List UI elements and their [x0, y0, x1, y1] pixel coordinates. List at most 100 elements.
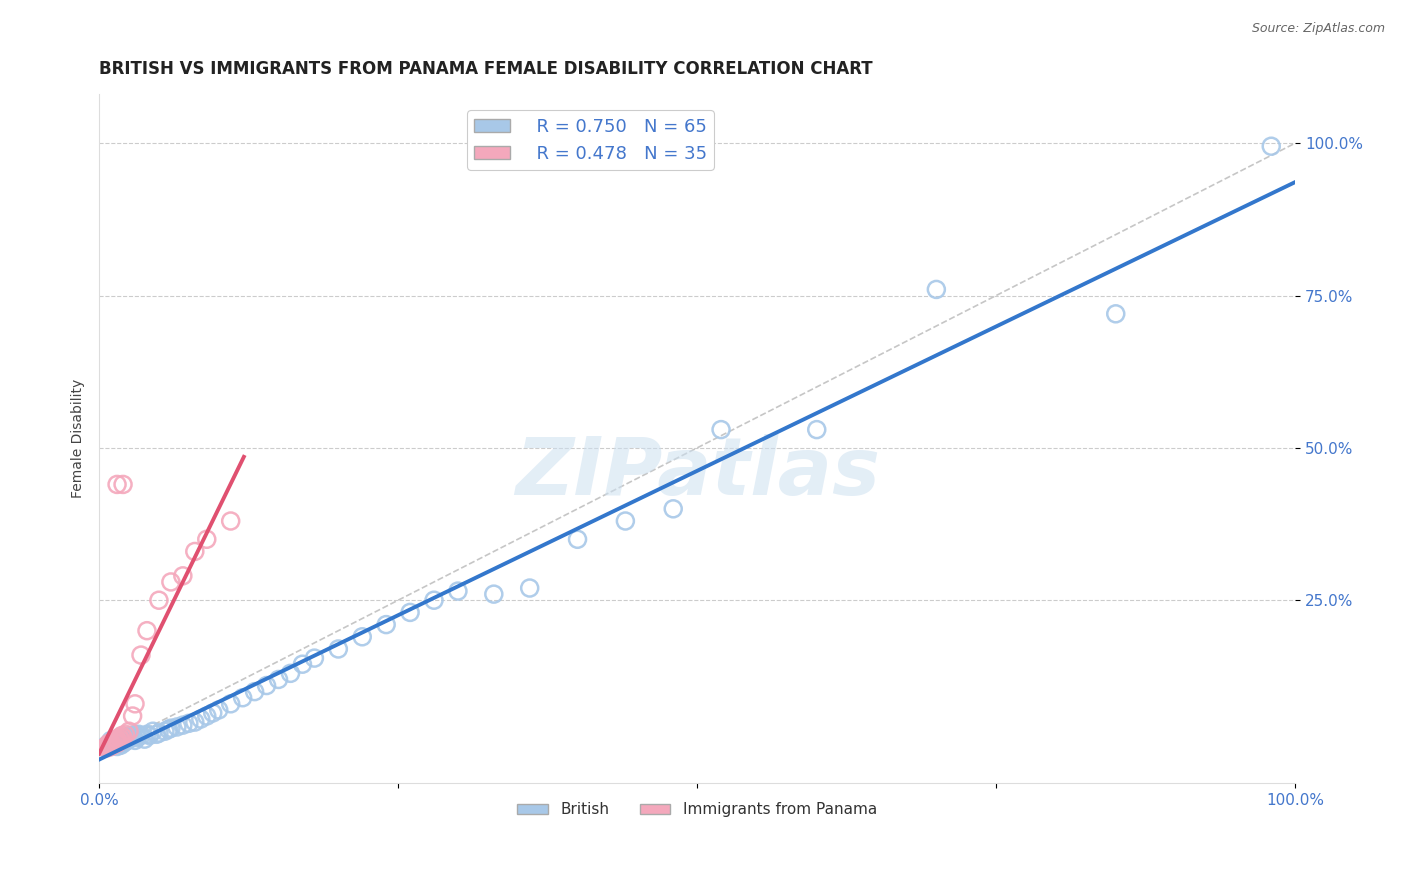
Point	[105, 733, 128, 747]
Point	[1260, 139, 1282, 153]
Point	[96, 740, 118, 755]
Point	[94, 739, 117, 754]
Point	[177, 716, 200, 731]
Point	[614, 514, 637, 528]
Point	[100, 739, 122, 754]
Point	[114, 734, 136, 748]
Point	[114, 727, 136, 741]
Point	[107, 733, 129, 747]
Point	[184, 715, 207, 730]
Point	[134, 732, 156, 747]
Point	[166, 720, 188, 734]
Point	[110, 738, 132, 752]
Point	[208, 703, 231, 717]
Point	[142, 724, 165, 739]
Point	[108, 731, 131, 745]
Point	[103, 736, 125, 750]
Point	[160, 574, 183, 589]
Point	[195, 533, 218, 547]
Point	[112, 736, 135, 750]
Y-axis label: Female Disability: Female Disability	[72, 379, 86, 499]
Point	[172, 718, 194, 732]
Point	[100, 739, 122, 754]
Point	[104, 734, 127, 748]
Point	[1105, 307, 1128, 321]
Point	[352, 630, 374, 644]
Point	[256, 679, 278, 693]
Point	[148, 593, 170, 607]
Point	[97, 736, 120, 750]
Point	[110, 732, 132, 747]
Point	[98, 739, 121, 754]
Point	[112, 732, 135, 747]
Point	[121, 709, 143, 723]
Point	[104, 733, 127, 747]
Point	[219, 514, 242, 528]
Point	[103, 736, 125, 750]
Point	[153, 724, 176, 739]
Point	[201, 706, 224, 720]
Point	[97, 739, 120, 754]
Point	[105, 739, 128, 754]
Point	[280, 666, 302, 681]
Point	[104, 734, 127, 748]
Point	[138, 729, 160, 743]
Point	[120, 729, 142, 743]
Point	[243, 684, 266, 698]
Point	[184, 544, 207, 558]
Point	[115, 733, 138, 747]
Point	[112, 477, 135, 491]
Point	[105, 732, 128, 747]
Text: Source: ZipAtlas.com: Source: ZipAtlas.com	[1251, 22, 1385, 36]
Point	[129, 648, 152, 662]
Point	[111, 729, 134, 743]
Point	[710, 423, 733, 437]
Point	[100, 733, 122, 747]
Point	[98, 738, 121, 752]
Point	[97, 736, 120, 750]
Point	[304, 651, 326, 665]
Point	[118, 724, 141, 739]
Point	[96, 739, 118, 754]
Text: ZIPatlas: ZIPatlas	[515, 434, 880, 512]
Point	[136, 727, 159, 741]
Point	[129, 729, 152, 743]
Point	[117, 731, 139, 745]
Point	[127, 731, 149, 745]
Point	[157, 723, 180, 737]
Point	[662, 501, 685, 516]
Point	[567, 533, 589, 547]
Point	[121, 731, 143, 745]
Point	[124, 727, 146, 741]
Point	[100, 736, 122, 750]
Point	[195, 709, 218, 723]
Point	[148, 726, 170, 740]
Point	[399, 606, 422, 620]
Point	[145, 727, 167, 741]
Point	[128, 727, 150, 741]
Point	[160, 721, 183, 735]
Point	[94, 740, 117, 755]
Point	[190, 712, 212, 726]
Point	[925, 282, 948, 296]
Point	[423, 593, 446, 607]
Point	[118, 732, 141, 747]
Point	[136, 624, 159, 638]
Point	[124, 733, 146, 747]
Point	[108, 734, 131, 748]
Point	[96, 738, 118, 752]
Point	[232, 690, 254, 705]
Point	[107, 736, 129, 750]
Point	[519, 581, 541, 595]
Legend: British, Immigrants from Panama: British, Immigrants from Panama	[512, 797, 883, 823]
Point	[482, 587, 505, 601]
Point	[806, 423, 828, 437]
Point	[101, 738, 124, 752]
Text: BRITISH VS IMMIGRANTS FROM PANAMA FEMALE DISABILITY CORRELATION CHART: BRITISH VS IMMIGRANTS FROM PANAMA FEMALE…	[100, 60, 873, 78]
Point	[172, 569, 194, 583]
Point	[124, 697, 146, 711]
Point	[219, 697, 242, 711]
Point	[112, 731, 135, 745]
Point	[447, 584, 470, 599]
Point	[291, 657, 314, 672]
